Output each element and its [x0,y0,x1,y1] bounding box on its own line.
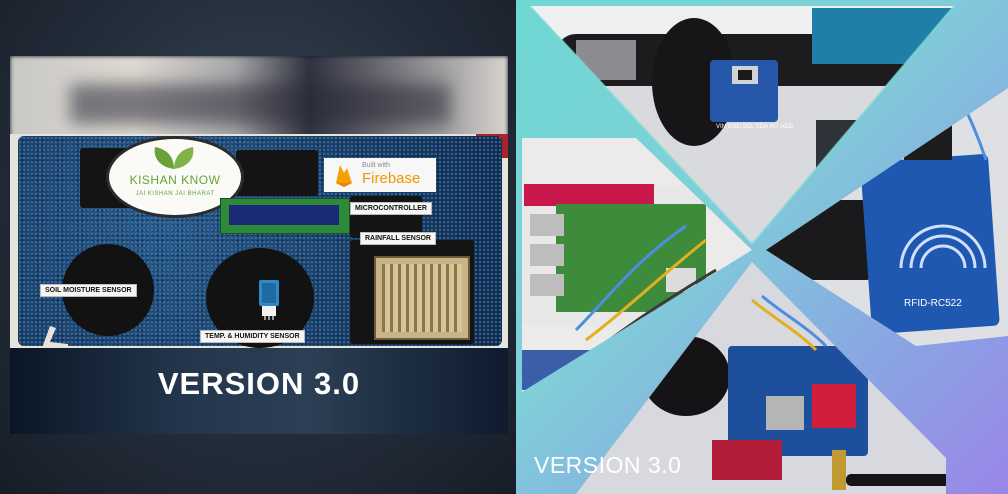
left-photo: KISHAN KNOW JAI KISHAN JAI BHARAT Built … [10,56,508,434]
right-collage: VIN GND SCL SDA INT ADD [516,0,1008,494]
caption-bar [10,348,508,434]
rainfall-sensor-plate [374,256,470,340]
label-soil-moisture: SOIL MOISTURE SENSOR [40,284,137,297]
logo-title: KISHAN KNOW [129,173,221,187]
logo-subtitle: JAI KISHAN JAI BHARAT [135,191,215,197]
right-caption: VERSION 3.0 [534,452,682,478]
firebase-name: Firebase [362,170,421,187]
plastic-bracket [42,326,68,348]
label-rainfall-sensor: RAINFALL SENSOR [360,232,436,245]
left-caption: VERSION 3.0 [157,366,361,401]
firebase-badge: Built with Firebase [324,158,436,192]
sensor-pin-labels: VIN GND SCL SDA INT ADD [716,124,794,130]
collage-artwork: VIN GND SCL SDA INT ADD [522,5,1008,494]
dht-sensor [259,280,279,320]
leaf-icon [154,147,194,169]
lcd-display [220,198,350,234]
label-microcontroller: MICROCONTROLLER [350,202,432,215]
firebase-flame-icon [336,165,352,187]
label-temp-humidity: TEMP. & HUMIDITY SENSOR [200,330,305,343]
rfid-label: RFID-RC522 [904,298,962,309]
firebase-built-with: Built with [362,162,391,169]
